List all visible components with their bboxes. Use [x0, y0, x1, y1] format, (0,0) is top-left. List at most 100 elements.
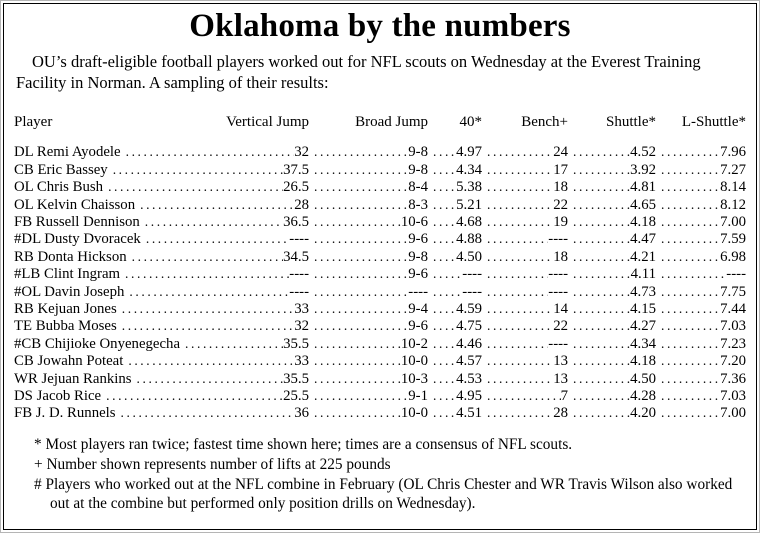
value: 24: [553, 144, 568, 161]
cell-bench: ----: [482, 283, 568, 301]
cell-40: 5.21: [428, 196, 482, 214]
value: 4.57: [456, 353, 482, 370]
value: ----: [289, 231, 309, 248]
dot-leader: [482, 265, 548, 283]
value: 7.00: [720, 214, 746, 231]
cell-l-shuttle: 7.44: [656, 300, 746, 318]
value: 4.81: [630, 179, 656, 196]
cell-bench: 7: [482, 387, 568, 405]
dot-leader: [656, 370, 720, 388]
dot-leader: [428, 265, 462, 283]
value: 4.95: [456, 387, 482, 404]
header-label: Shuttle*: [605, 114, 656, 131]
cell-40: ----: [428, 283, 482, 301]
value: ----: [408, 283, 428, 300]
cell-l-shuttle: 7.03: [656, 387, 746, 405]
dot-leader: [482, 196, 553, 214]
dot-leader: [656, 143, 720, 161]
value: 37.5: [283, 161, 309, 178]
dot-leader: [309, 196, 408, 214]
cell-shuttle: 4.20: [568, 404, 656, 422]
value: 4.51: [456, 405, 482, 422]
dot-leader: [656, 404, 720, 422]
player-name: FB Russell Dennison: [14, 214, 140, 231]
cell-l-shuttle: 7.20: [656, 352, 746, 370]
player-name: FB J. D. Runnels: [14, 405, 116, 422]
dot-leader: [568, 317, 630, 335]
value: 10-0: [400, 353, 428, 370]
dot-leader: [482, 248, 553, 266]
value: 33: [294, 300, 309, 317]
dot-leader: [568, 248, 630, 266]
table-row: WR Jejuan Rankins 35.5 10-3 4.53 13 4.50 7.36: [14, 370, 746, 387]
dot-leader: [309, 161, 408, 179]
cell-broad-jump: 9-6: [309, 230, 428, 248]
value: 4.53: [456, 370, 482, 387]
cell-l-shuttle: 8.12: [656, 196, 746, 214]
cell-bench: 28: [482, 404, 568, 422]
value: 18: [553, 248, 568, 265]
value: 4.18: [630, 353, 656, 370]
dot-leader: [568, 387, 630, 405]
dot-leader: [101, 387, 283, 405]
value: 10-0: [400, 405, 428, 422]
cell-l-shuttle: 7.03: [656, 317, 746, 335]
player-name: #DL Dusty Dvoracek: [14, 231, 141, 248]
value: 7.59: [720, 231, 746, 248]
cell-bench: 14: [482, 300, 568, 318]
cell-40: 4.59: [428, 300, 482, 318]
cell-vertical-jump: 32: [121, 143, 309, 161]
dot-leader: [656, 283, 720, 301]
value: 13: [553, 353, 568, 370]
cell-bench: 13: [482, 352, 568, 370]
cell-shuttle: 4.65: [568, 196, 656, 214]
value: 4.46: [456, 335, 482, 352]
value: 7.27: [720, 161, 746, 178]
value: 28: [553, 405, 568, 422]
value: 4.27: [630, 318, 656, 335]
cell-vertical-jump: 33: [123, 352, 309, 370]
cell-l-shuttle: 7.96: [656, 143, 746, 161]
value: 4.73: [630, 283, 656, 300]
content-frame: Oklahoma by the numbers OU’s draft-eligi…: [3, 3, 757, 530]
value: 4.50: [630, 370, 656, 387]
dot-leader: [656, 300, 720, 318]
header-label: Broad Jump: [355, 114, 428, 131]
cell-bench: 22: [482, 196, 568, 214]
value: 8.14: [720, 179, 746, 196]
player-name: DS Jacob Rice: [14, 387, 102, 404]
cell-shuttle: 4.27: [568, 317, 656, 335]
value: ----: [726, 266, 746, 283]
dot-leader: [568, 352, 630, 370]
dot-leader: [568, 143, 630, 161]
header-label: 40*: [459, 114, 483, 131]
cell-vertical-jump: 32: [117, 317, 309, 335]
player-name: OL Chris Bush: [14, 179, 104, 196]
cell-vertical-jump: 36: [116, 404, 309, 422]
cell-broad-jump: 9-6: [309, 265, 428, 283]
value: 10-3: [400, 370, 428, 387]
cell-l-shuttle: 7.23: [656, 335, 746, 353]
value: 9-6: [408, 231, 428, 248]
dot-leader: [309, 178, 408, 196]
dot-leader: [482, 387, 561, 405]
dot-leader: [656, 317, 720, 335]
value: 4.88: [456, 231, 482, 248]
value: 36.5: [283, 214, 309, 231]
cell-40: 4.95: [428, 387, 482, 405]
value: 26.5: [283, 179, 309, 196]
value: 6.98: [720, 248, 746, 265]
value: 7.36: [720, 370, 746, 387]
value: 5.21: [456, 196, 482, 213]
cell-40: 4.50: [428, 248, 482, 266]
value: 7.20: [720, 353, 746, 370]
dot-leader: [140, 213, 283, 231]
dot-leader: [309, 230, 408, 248]
player-name: DL Remi Ayodele: [14, 144, 121, 161]
value: 9-1: [408, 387, 428, 404]
cell-vertical-jump: 25.5: [101, 387, 309, 405]
cell-40: 4.53: [428, 370, 482, 388]
dot-leader: [120, 265, 289, 283]
dot-leader: [428, 387, 456, 405]
cell-shuttle: 4.34: [568, 335, 656, 353]
